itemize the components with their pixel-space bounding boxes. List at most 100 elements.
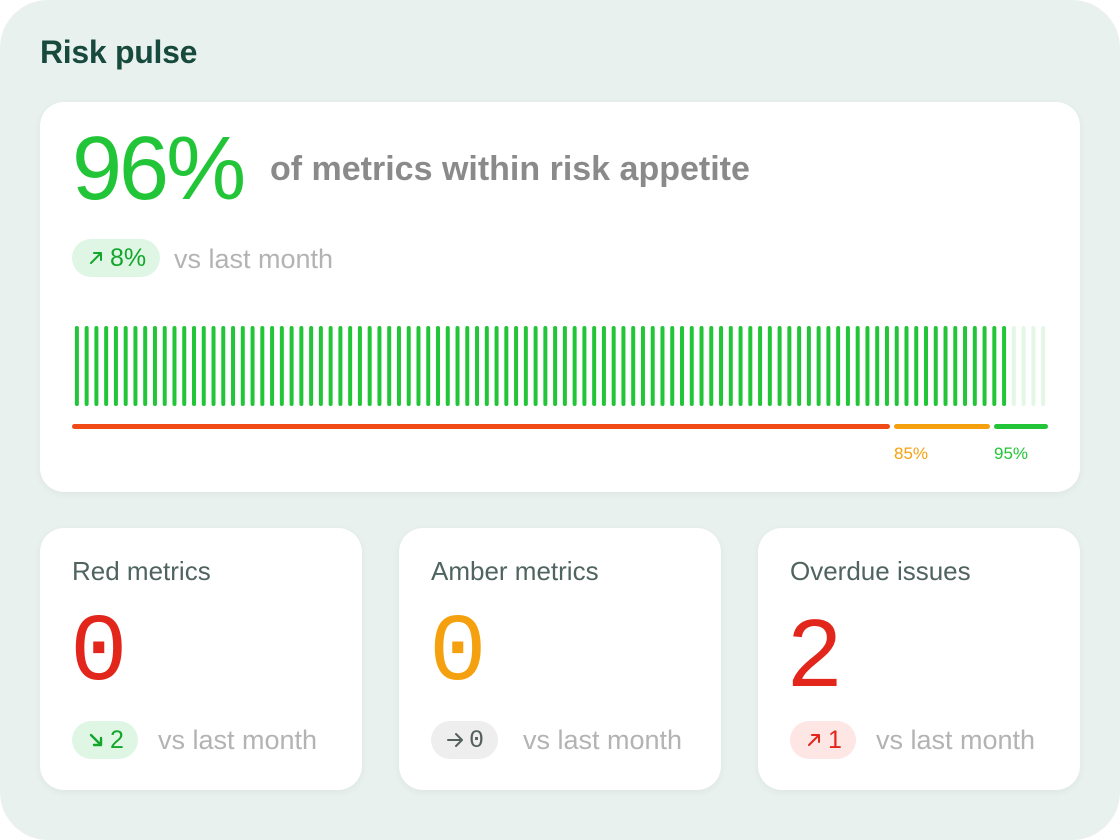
- metric-bar-within: [953, 326, 958, 406]
- metric-bar-within: [1002, 326, 1007, 406]
- metric-bar-within: [211, 326, 216, 406]
- metric-bar-within: [514, 326, 519, 406]
- metric-bar-within: [240, 326, 245, 406]
- metric-bar-within: [104, 326, 109, 406]
- metric-bar-outside: [1041, 326, 1046, 406]
- metric-bar-within: [445, 326, 450, 406]
- metric-bar-within: [406, 326, 411, 406]
- metric-bar-outside: [1021, 326, 1026, 406]
- metric-bar-within: [348, 326, 353, 406]
- metric-bar-within: [963, 326, 968, 406]
- amber-threshold-label: 85%: [894, 444, 929, 463]
- metric-bar-within: [972, 326, 977, 406]
- metric-bar-within: [523, 326, 528, 406]
- metric-bar-within: [660, 326, 665, 406]
- metric-bar-within: [767, 326, 772, 406]
- metric-bar-outside: [1031, 326, 1036, 406]
- summary-change-badge: 8%: [72, 239, 161, 277]
- metric-bar-outside: [1011, 326, 1016, 406]
- metric-bar-within: [318, 326, 323, 406]
- metric-bar-within: [543, 326, 548, 406]
- metric-bar-within: [357, 326, 362, 406]
- metric-bar-within: [875, 326, 880, 406]
- metric-bar-within: [650, 326, 655, 406]
- metric-bar-within: [504, 326, 509, 406]
- metric-bar-within: [621, 326, 626, 406]
- metric-bar-within: [416, 326, 421, 406]
- metric-bar-within: [84, 326, 89, 406]
- arrow-up-right-icon: [808, 734, 820, 746]
- metric-bar-within: [689, 326, 694, 406]
- red-metrics-title: Red metrics: [72, 556, 211, 586]
- red-metrics-change-badge: 2: [72, 721, 138, 759]
- summary-change-value: 8%: [110, 243, 147, 272]
- metric-bar-within: [328, 326, 333, 406]
- metric-bar-within: [748, 326, 753, 406]
- metric-bar-within: [309, 326, 314, 406]
- metric-bar-within: [884, 326, 889, 406]
- metric-bar-within: [631, 326, 636, 406]
- metric-bar-within: [982, 326, 987, 406]
- amber-metrics-comparison: vs last month: [523, 725, 683, 755]
- metric-bar-within: [475, 326, 480, 406]
- metric-bar-within: [533, 326, 538, 406]
- metric-bar-within: [94, 326, 99, 406]
- overdue-issues-comparison: vs last month: [876, 725, 1036, 755]
- panel-title: Risk pulse: [40, 34, 198, 70]
- metric-bar-within: [270, 326, 275, 406]
- metric-bar-within: [943, 326, 948, 406]
- red-metrics-comparison: vs last month: [158, 725, 318, 755]
- metric-bar-within: [426, 326, 431, 406]
- metric-bars-svg: [74, 326, 1046, 406]
- within-appetite-percent: 96%: [72, 119, 246, 219]
- metric-bar-within: [231, 326, 236, 406]
- overdue-issues-value: 2: [788, 600, 842, 707]
- metric-bar-within: [933, 326, 938, 406]
- red-metrics-change-value: 2: [110, 725, 124, 754]
- metric-bar-within: [182, 326, 187, 406]
- metric-bar-within: [758, 326, 763, 406]
- amber-metrics-title: Amber metrics: [431, 556, 599, 586]
- threshold-green-zone: [994, 424, 1048, 429]
- metric-bar-within: [367, 326, 372, 406]
- metric-bar-within: [582, 326, 587, 406]
- metric-bar-within: [396, 326, 401, 406]
- metric-bar-within: [192, 326, 196, 406]
- metric-bar-within: [123, 326, 128, 406]
- metric-bar-within: [494, 326, 499, 406]
- metric-bar-within: [133, 326, 138, 406]
- amber-metrics-card: Amber metrics 0 0 vs last month: [399, 528, 721, 790]
- metric-bar-within: [806, 326, 811, 406]
- metric-bar-within: [152, 326, 157, 406]
- metric-bar-within: [670, 326, 675, 406]
- arrow-down-right-icon: [89, 733, 103, 747]
- arrow-up-right-icon: [90, 252, 102, 264]
- amber-metrics-value: 0: [429, 599, 487, 708]
- overdue-issues-title: Overdue issues: [790, 556, 971, 586]
- metric-bar-within: [113, 326, 118, 406]
- metric-bar-within: [484, 326, 489, 406]
- threshold-amber-zone: [894, 424, 990, 429]
- overdue-issues-change-badge: 1: [790, 721, 856, 759]
- metric-bar-within: [728, 326, 733, 406]
- metric-bar-within: [777, 326, 782, 406]
- metric-bar-within: [143, 326, 148, 406]
- metric-bar-within: [894, 326, 899, 406]
- metric-bar-within: [436, 326, 440, 406]
- metric-bar-within: [845, 326, 850, 406]
- metric-bar-within: [904, 326, 909, 406]
- metric-bar-within: [299, 326, 304, 406]
- metric-bar-within: [387, 326, 392, 406]
- metric-bar-within: [865, 326, 870, 406]
- metric-bar-within: [601, 326, 606, 406]
- overdue-issues-change-value: 1: [828, 725, 842, 754]
- metric-bar-within: [260, 326, 265, 406]
- amber-metrics-change-badge: 0: [431, 721, 499, 759]
- green-threshold-label: 95%: [994, 444, 1029, 463]
- metric-bar-within: [836, 326, 841, 406]
- metric-bar-within: [562, 326, 567, 406]
- metric-bar-within: [592, 326, 597, 406]
- metric-bar-within: [201, 326, 206, 406]
- metric-bar-within: [797, 326, 802, 406]
